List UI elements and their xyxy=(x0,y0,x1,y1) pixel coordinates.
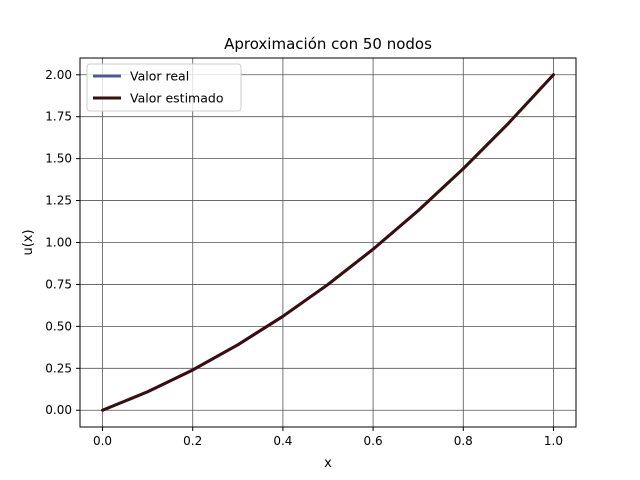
series-line-valor-estimado xyxy=(101,73,555,412)
y-tick-label: 0.50 xyxy=(45,319,72,333)
legend: Valor real Valor estimado xyxy=(86,63,242,112)
y-tick-label: 2.00 xyxy=(45,68,72,82)
x-tick-label: 0.2 xyxy=(183,434,202,448)
x-axis-label: x xyxy=(324,456,332,471)
x-tick-label: 0.0 xyxy=(93,434,112,448)
y-axis-label: u(x) xyxy=(21,229,36,255)
x-tick-label: 1.0 xyxy=(544,434,563,448)
y-tick-label: 1.50 xyxy=(45,152,72,166)
x-tick-label: 0.4 xyxy=(273,434,292,448)
legend-label-valor-estimado: Valor estimado xyxy=(130,91,223,106)
y-tick-label: 0.25 xyxy=(45,361,72,375)
x-tick-label: 0.6 xyxy=(364,434,383,448)
y-tick-label: 1.00 xyxy=(45,236,72,250)
y-tick-label: 0.75 xyxy=(45,277,72,291)
legend-label-valor-real: Valor real xyxy=(130,69,189,84)
legend-box xyxy=(86,63,242,112)
y-tick-label: 1.25 xyxy=(45,194,72,208)
x-tick-label: 0.8 xyxy=(454,434,473,448)
y-tick-label: 0.00 xyxy=(45,403,72,417)
chart-title: Aproximación con 50 nodos xyxy=(224,35,432,53)
axis-ticks: 0.0 0.2 0.4 0.6 0.8 1.0 0.00 0.25 0.50 0.75 1.00 1.… xyxy=(45,68,563,448)
grid-lines xyxy=(80,58,576,427)
y-tick-label: 1.75 xyxy=(45,110,72,124)
series-lines xyxy=(101,73,555,412)
